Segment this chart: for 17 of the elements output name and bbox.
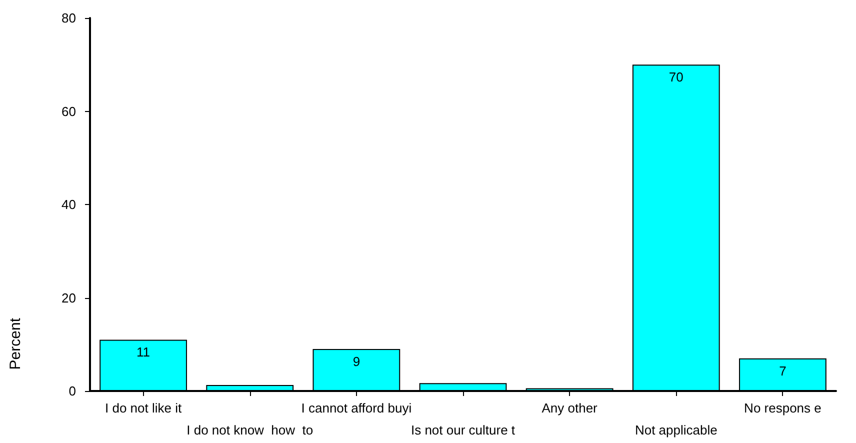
x-tick-label: I do not like it	[104, 400, 182, 416]
y-tick-label: 40	[62, 197, 76, 212]
data-label: 7	[779, 363, 786, 378]
y-tick-label: 20	[62, 290, 76, 306]
y-axis-title: Percent	[7, 317, 24, 370]
x-tick-label: I do not know how to	[186, 422, 314, 438]
y-tick-label: 80	[62, 10, 76, 26]
x-tick-label: I cannot afford buyi	[301, 400, 412, 416]
x-tick-label: No respons e	[744, 400, 822, 416]
x-tick-label: Any other	[542, 400, 598, 416]
data-label: 11	[136, 344, 150, 360]
data-label: 9	[352, 354, 360, 370]
data-label: 70	[668, 70, 684, 85]
x-tick-label: Not applicable	[634, 422, 718, 438]
y-tick-label: 60	[62, 104, 76, 119]
x-tick-label: Is not our culture t	[410, 422, 516, 438]
y-tick-label: 0	[68, 384, 76, 398]
